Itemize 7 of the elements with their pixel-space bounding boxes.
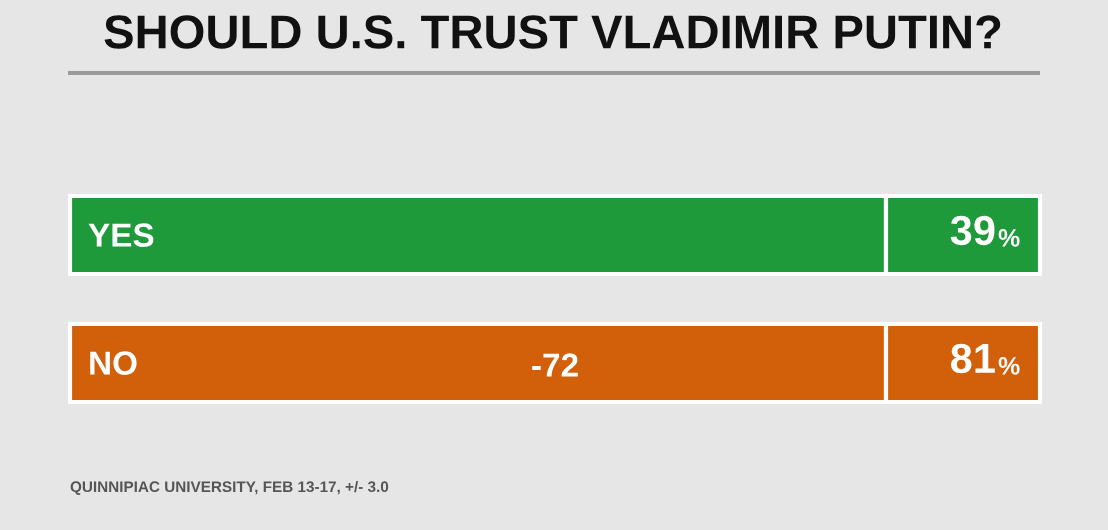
text: SHOULD U.S. TRUST VLADIMIR PUTIN?	[104, 15, 1001, 49]
text: -72	[532, 353, 578, 377]
text: QUINNIPIAC UNIVERSITY, FEB 13-17, +/- 3.0	[70, 480, 389, 495]
data-label: 81%	[950, 343, 1020, 375]
category-label: NO	[90, 351, 137, 375]
data-label: 39%	[950, 215, 1020, 247]
category-label: YES	[88, 223, 154, 247]
